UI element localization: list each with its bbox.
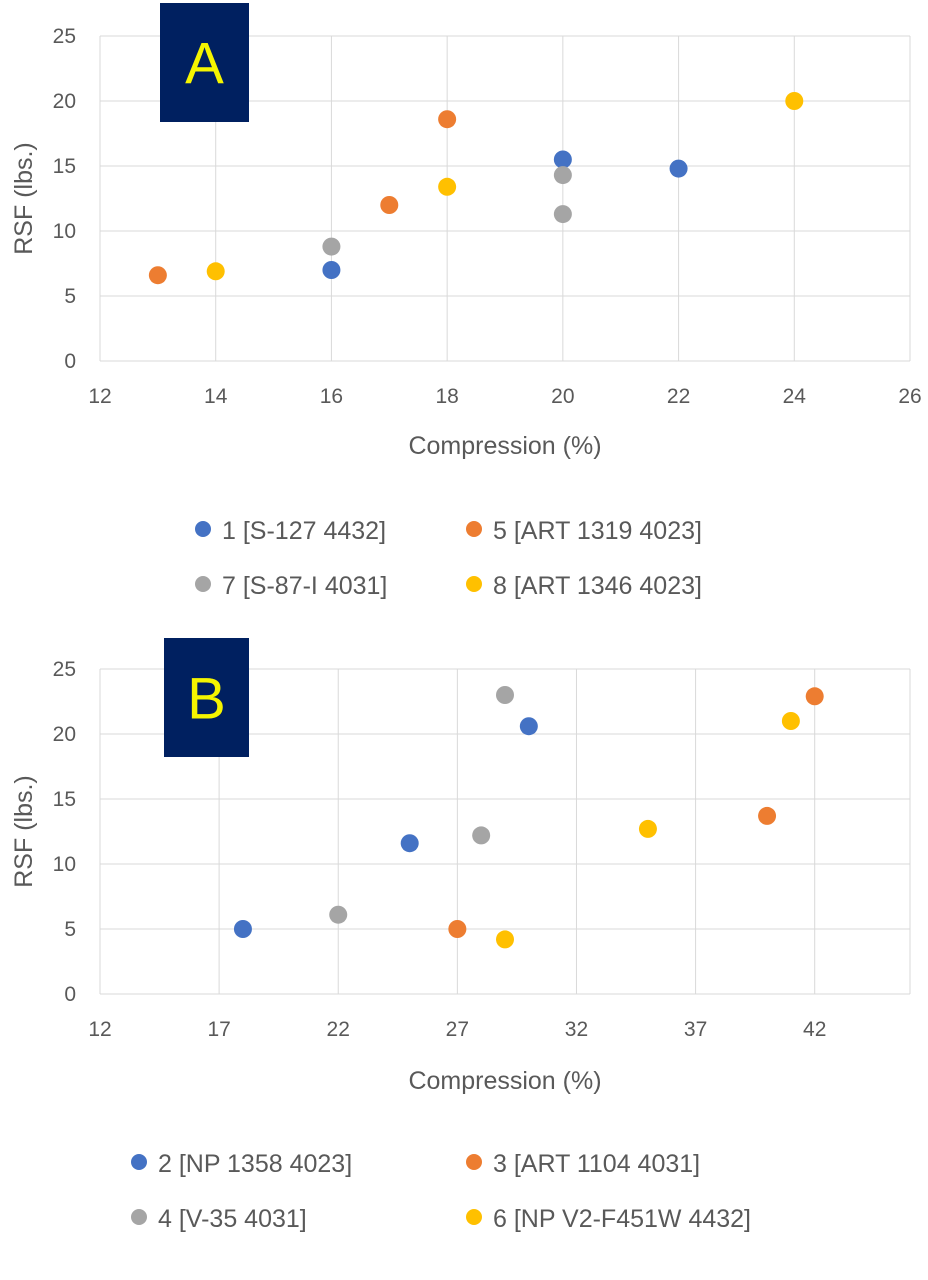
chart-a-y-tick-label: 20 (53, 90, 76, 113)
chart-a-point-series-2 (148, 266, 167, 285)
chart-b-points (233, 686, 824, 949)
chart-b-x-tick-label: 12 (88, 1018, 111, 1041)
chart-a-points (148, 92, 804, 285)
chart-b-y-tick-label: 20 (53, 723, 76, 746)
chart-a-point-series-2 (438, 110, 457, 129)
chart-a-point-series-1 (322, 261, 341, 279)
chart-a-legend: 1 [S-127 4432] 5 [ART 1319 4023] 7 [S-87-I… (195, 517, 702, 600)
chart-a-x-tick-label: 20 (551, 385, 574, 408)
chart-b-legend-marker-3 (131, 1209, 147, 1225)
chart-b-panel-label: B (187, 667, 226, 732)
chart-a-x-axis-title: Compression (%) (408, 432, 601, 460)
chart-b-legend-label-4: 6 [NP V2-F451W 4432] (493, 1205, 751, 1233)
chart-a-legend-label-2: 5 [ART 1319 4023] (493, 517, 702, 545)
chart-a-legend-marker-4 (466, 576, 482, 592)
chart-a-y-tick-label: 15 (53, 155, 76, 178)
chart-b-x-tick-label: 32 (565, 1018, 588, 1041)
chart-b-point-series-4 (638, 819, 657, 838)
chart-a-legend-marker-3 (195, 576, 211, 592)
chart-b-point-series-3 (329, 905, 348, 924)
chart-a-x-tick-label: 26 (898, 385, 921, 408)
chart-b-legend-label-2: 3 [ART 1104 4031] (493, 1150, 700, 1178)
chart-b-point-series-2 (448, 920, 467, 938)
chart-b-legend: 2 [NP 1358 4023] 3 [ART 1104 4031] 4 [V-35… (131, 1150, 751, 1233)
chart-a-point-series-2 (380, 196, 399, 214)
chart-a-x-tick-label: 18 (435, 385, 458, 408)
chart-b: 0 5 10 15 20 25 12 17 22 27 32 37 42 B Compression … (10, 638, 911, 1233)
chart-a-point-series-1 (553, 150, 572, 169)
chart-b-x-tick-label: 42 (803, 1018, 826, 1041)
chart-a-point-series-4 (785, 92, 804, 110)
chart-a-y-tick-label: 10 (53, 220, 76, 243)
chart-a-y-axis-title: RSF (lbs.) (10, 142, 38, 255)
chart-b-x-tick-label: 17 (207, 1018, 230, 1041)
chart-a-point-series-4 (438, 177, 457, 196)
chart-b-point-series-4 (781, 712, 800, 730)
chart-b-point-series-2 (805, 687, 824, 706)
chart-b-x-tick-label: 27 (446, 1018, 469, 1041)
chart-a-x-tick-label: 12 (88, 385, 111, 408)
chart-a-point-series-4 (206, 262, 225, 281)
chart-a-legend-marker-1 (195, 521, 211, 537)
chart-b-legend-label-3: 4 [V-35 4031] (158, 1205, 307, 1233)
chart-b-y-ticks: 0 5 10 15 20 25 (53, 658, 76, 1006)
chart-b-y-axis-title: RSF (lbs.) (10, 775, 38, 888)
chart-b-point-series-1 (233, 920, 252, 938)
chart-b-legend-marker-2 (466, 1154, 482, 1170)
chart-b-panel-label-box (164, 638, 249, 757)
chart-b-x-ticks: 12 17 22 27 32 37 42 (88, 1018, 826, 1041)
chart-a-point-series-1 (669, 159, 688, 178)
chart-b-y-tick-label: 10 (53, 853, 76, 876)
chart-b-y-tick-label: 5 (64, 918, 76, 941)
chart-b-x-axis-title: Compression (%) (408, 1067, 601, 1095)
chart-b-y-tick-label: 25 (53, 658, 76, 681)
chart-a-legend-label-3: 7 [S-87-I 4031] (222, 572, 387, 600)
chart-a-point-series-3 (553, 166, 572, 185)
chart-a: 0 5 10 15 20 25 12 14 16 18 20 22 24 26 A Compressio… (10, 3, 922, 600)
chart-b-y-tick-label: 0 (64, 983, 76, 1006)
chart-a-legend-label-4: 8 [ART 1346 4023] (493, 572, 702, 600)
chart-a-panel-label: A (185, 32, 224, 97)
chart-b-legend-marker-4 (466, 1209, 482, 1225)
chart-a-panel-label-box (160, 3, 249, 122)
chart-b-point-series-1 (519, 717, 538, 736)
chart-b-point-series-2 (758, 806, 777, 825)
chart-b-point-series-3 (496, 686, 514, 704)
chart-b-legend-label-1: 2 [NP 1358 4023] (158, 1150, 352, 1178)
chart-b-x-tick-label: 22 (327, 1018, 350, 1041)
chart-b-point-series-4 (496, 930, 514, 949)
chart-a-x-tick-label: 16 (320, 385, 343, 408)
chart-a-legend-label-1: 1 [S-127 4432] (222, 517, 386, 545)
chart-a-point-series-3 (553, 205, 572, 224)
chart-a-y-tick-label: 5 (64, 285, 76, 308)
chart-b-y-tick-label: 15 (53, 788, 76, 811)
chart-a-x-ticks: 12 14 16 18 20 22 24 26 (88, 385, 921, 408)
chart-b-point-series-3 (472, 826, 491, 845)
chart-a-x-tick-label: 24 (783, 385, 807, 408)
chart-b-legend-marker-1 (131, 1154, 147, 1170)
chart-b-point-series-1 (400, 834, 419, 853)
chart-a-x-tick-label: 14 (204, 385, 228, 408)
chart-a-legend-marker-2 (466, 521, 482, 537)
chart-a-y-tick-label: 0 (64, 350, 76, 373)
chart-a-y-ticks: 0 5 10 15 20 25 (53, 25, 76, 373)
chart-a-x-tick-label: 22 (667, 385, 690, 408)
chart-b-x-tick-label: 37 (684, 1018, 707, 1041)
chart-a-point-series-3 (322, 237, 341, 256)
chart-a-y-tick-label: 25 (53, 25, 76, 48)
